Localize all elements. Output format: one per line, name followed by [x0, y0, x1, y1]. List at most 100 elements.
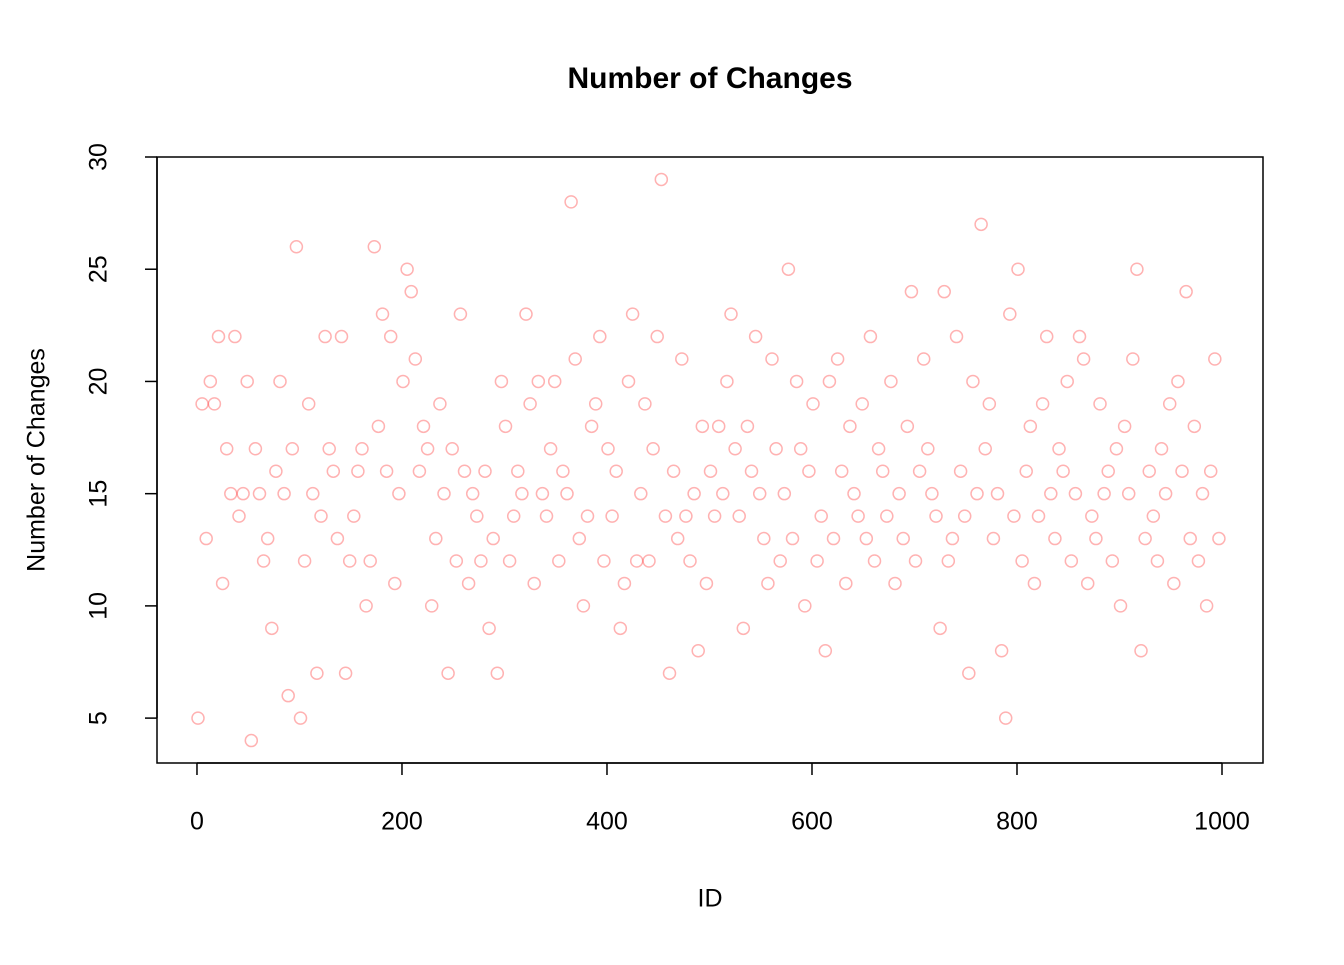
point: [1191, 554, 1206, 568]
point: [273, 374, 287, 389]
point: [1015, 554, 1029, 568]
point: [970, 486, 984, 501]
point: [1064, 554, 1079, 568]
point: [650, 329, 664, 344]
point: [863, 329, 878, 344]
point: [347, 509, 361, 523]
point: [691, 644, 705, 658]
point: [461, 576, 476, 591]
y-tick-label: 5: [85, 711, 113, 725]
point: [211, 329, 226, 344]
point: [732, 509, 746, 523]
point: [232, 509, 246, 523]
point: [412, 464, 427, 478]
point: [285, 442, 300, 456]
point: [1019, 464, 1033, 478]
point: [236, 486, 250, 501]
point: [498, 419, 513, 434]
point: [1039, 329, 1054, 344]
point: [1097, 486, 1111, 501]
point: [724, 307, 738, 321]
point: [806, 397, 820, 411]
point: [224, 486, 238, 501]
point: [1023, 419, 1038, 434]
point: [1109, 442, 1124, 456]
x-tick-label: 400: [586, 808, 628, 836]
point: [277, 486, 291, 501]
point: [445, 442, 459, 456]
point: [830, 352, 845, 366]
point: [1105, 554, 1120, 568]
point: [478, 464, 492, 478]
point: [256, 554, 271, 568]
point: [625, 307, 640, 321]
point: [1142, 464, 1156, 478]
point: [888, 576, 902, 591]
point: [634, 486, 648, 501]
point: [904, 284, 919, 299]
point: [773, 554, 787, 568]
point: [203, 374, 218, 389]
point: [1134, 644, 1148, 658]
point: [572, 531, 587, 546]
point: [433, 397, 447, 411]
point: [962, 666, 976, 680]
y-tick-label: 20: [85, 368, 113, 396]
point: [1175, 464, 1189, 478]
point: [1150, 554, 1165, 568]
point: [215, 576, 230, 591]
point: [207, 397, 222, 411]
point: [1146, 509, 1161, 523]
point: [1072, 329, 1087, 344]
point: [822, 374, 837, 389]
point: [744, 464, 759, 478]
point: [408, 352, 423, 366]
point: [564, 195, 578, 209]
point: [892, 486, 906, 501]
point: [875, 464, 890, 478]
point: [711, 419, 726, 434]
point: [1208, 352, 1222, 366]
point: [523, 397, 537, 411]
point: [629, 554, 644, 568]
point: [933, 621, 947, 636]
point: [757, 531, 771, 546]
point: [1154, 442, 1169, 456]
point: [736, 621, 751, 636]
point: [486, 531, 500, 546]
point: [953, 464, 968, 478]
point: [986, 531, 1001, 546]
point: [839, 576, 853, 591]
x-tick-label: 600: [791, 808, 833, 836]
point: [1179, 284, 1193, 299]
point: [666, 464, 681, 478]
point: [424, 599, 439, 613]
point: [752, 486, 767, 501]
point: [638, 397, 652, 411]
point: [474, 554, 488, 568]
point: [400, 262, 414, 276]
point: [847, 486, 861, 501]
point: [1007, 509, 1021, 523]
point: [388, 576, 402, 591]
point: [515, 486, 529, 501]
point: [900, 419, 915, 434]
point: [191, 711, 205, 725]
point: [334, 329, 349, 344]
point: [834, 464, 849, 478]
point: [297, 554, 312, 568]
point: [1171, 374, 1185, 389]
point: [990, 486, 1005, 501]
point: [314, 509, 328, 523]
point: [1068, 486, 1083, 501]
point: [949, 329, 964, 344]
point: [511, 464, 525, 478]
point: [798, 599, 812, 613]
point: [576, 599, 591, 613]
point: [457, 464, 472, 478]
x-tick-label: 800: [996, 808, 1038, 836]
point: [1121, 486, 1136, 501]
point: [265, 621, 279, 636]
point: [289, 240, 304, 254]
point: [494, 374, 509, 389]
